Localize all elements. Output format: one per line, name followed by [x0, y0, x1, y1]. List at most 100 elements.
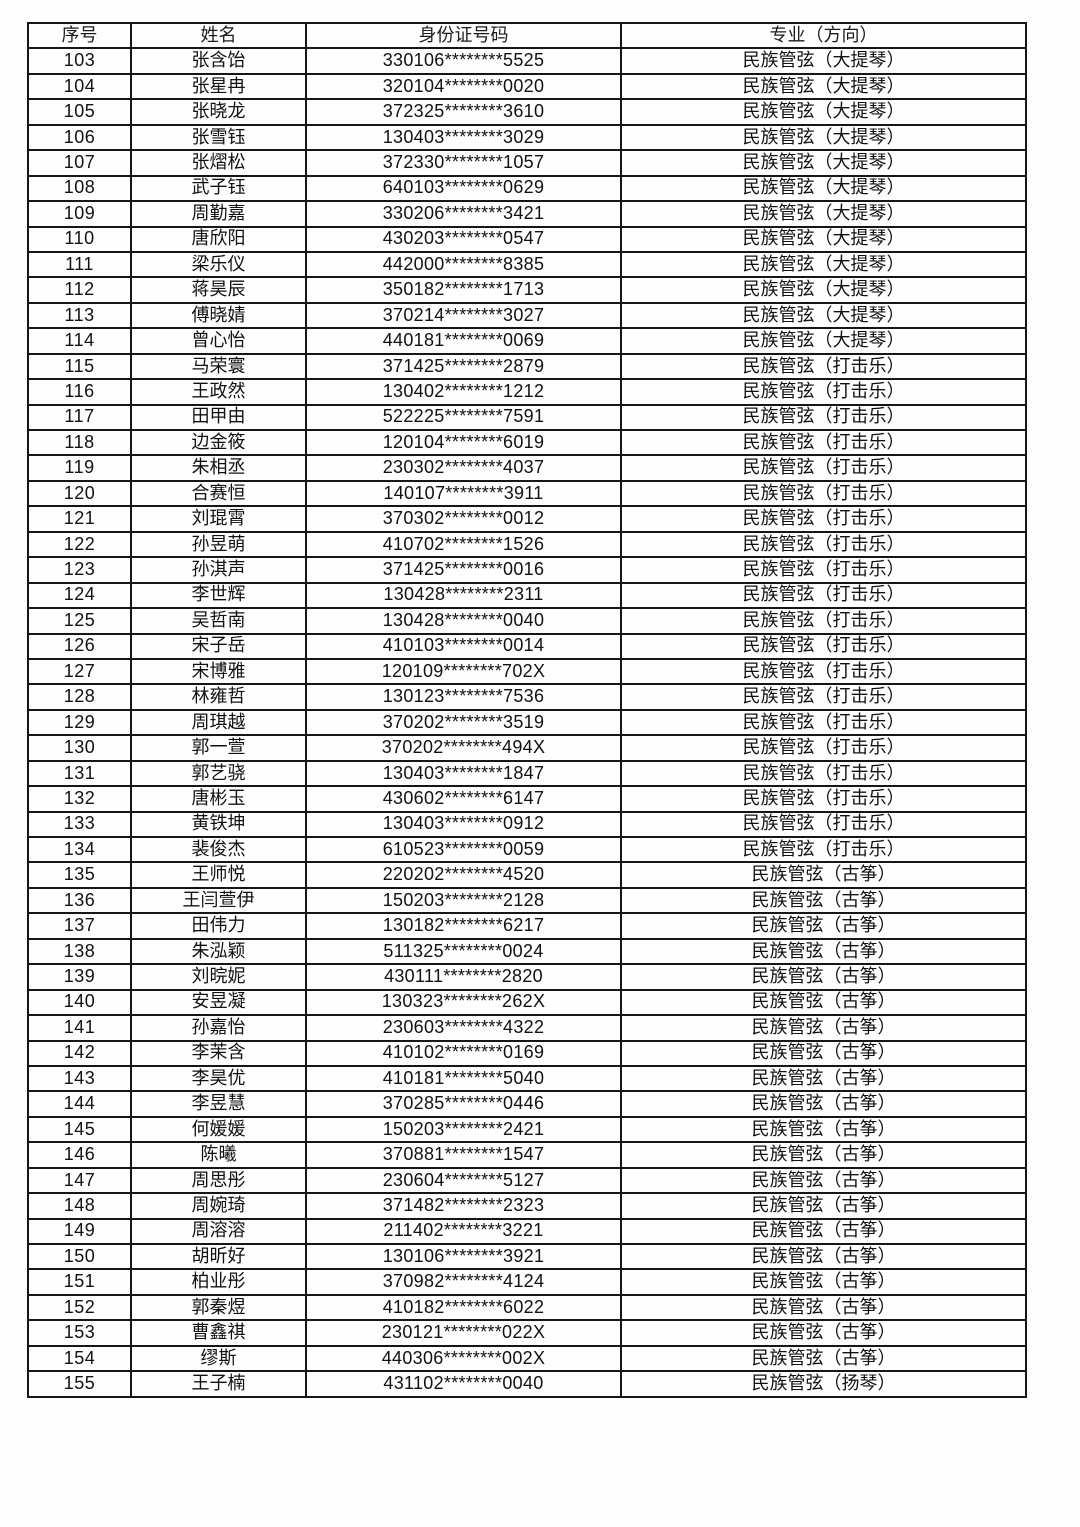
cell-serial-number: 131: [27, 759, 132, 788]
cell-name: 张星冉: [130, 72, 307, 101]
cell-name: 田甲由: [130, 403, 307, 432]
table-row: 146 陈曦 370881********1547 民族管弦（古筝）: [27, 1141, 1027, 1169]
cell-major: 民族管弦（古筝）: [620, 988, 1027, 1017]
cell-major: 民族管弦（古筝）: [620, 963, 1027, 991]
cell-major: 民族管弦（大提琴）: [620, 200, 1027, 228]
cell-name: 孙淇声: [130, 556, 307, 584]
cell-major: 民族管弦（大提琴）: [620, 174, 1027, 203]
cell-serial-number: 154: [27, 1344, 132, 1373]
table-row: 144 李昱慧 370285********0446 民族管弦（古筝）: [27, 1090, 1027, 1118]
cell-name: 边金筱: [130, 428, 307, 457]
cell-serial-number: 125: [27, 607, 132, 635]
cell-serial-number: 124: [27, 581, 132, 610]
cell-id-number: 320104********0020: [305, 72, 622, 101]
table-row: 128 林雍哲 130123********7536 民族管弦（打击乐）: [27, 683, 1027, 711]
cell-major: 民族管弦（打击乐）: [620, 607, 1027, 635]
cell-major: 民族管弦（古筝）: [620, 1064, 1027, 1093]
cell-major: 民族管弦（古筝）: [620, 1268, 1027, 1296]
cell-major: 民族管弦（打击乐）: [620, 657, 1027, 686]
cell-id-number: 370982********4124: [305, 1268, 622, 1296]
cell-serial-number: 116: [27, 378, 132, 406]
table-row: 127 宋博雅 120109********702X 民族管弦（打击乐）: [27, 657, 1027, 686]
cell-serial-number: 142: [27, 1039, 132, 1067]
cell-id-number: 370202********494X: [305, 734, 622, 762]
cell-id-number: 410102********0169: [305, 1039, 622, 1067]
cell-serial-number: 152: [27, 1293, 132, 1322]
cell-name: 唐欣阳: [130, 225, 307, 253]
table-row: 106 张雪钰 130403********3029 民族管弦（大提琴）: [27, 123, 1027, 152]
cell-serial-number: 132: [27, 785, 132, 813]
cell-id-number: 220202********4520: [305, 861, 622, 889]
cell-id-number: 350182********1713: [305, 276, 622, 304]
table-row: 108 武子钰 640103********0629 民族管弦（大提琴）: [27, 174, 1027, 203]
cell-name: 王子楠: [130, 1370, 307, 1398]
cell-serial-number: 114: [27, 327, 132, 355]
cell-serial-number: 134: [27, 835, 132, 864]
cell-name: 唐彬玉: [130, 785, 307, 813]
cell-name: 李茉含: [130, 1039, 307, 1067]
cell-name: 陈曦: [130, 1141, 307, 1169]
cell-major: 民族管弦（打击乐）: [620, 378, 1027, 406]
cell-major: 民族管弦（打击乐）: [620, 556, 1027, 584]
cell-id-number: 370202********3519: [305, 708, 622, 737]
table-row: 152 郭秦煜 410182********6022 民族管弦（古筝）: [27, 1293, 1027, 1322]
cell-name: 张含饴: [130, 47, 307, 75]
table-row: 133 黄铁坤 130403********0912 民族管弦（打击乐）: [27, 810, 1027, 839]
cell-id-number: 410181********5040: [305, 1064, 622, 1093]
cell-id-number: 430111********2820: [305, 963, 622, 991]
cell-name: 田伟力: [130, 912, 307, 940]
header-major: 专业（方向）: [620, 21, 1027, 50]
cell-major: 民族管弦（古筝）: [620, 1217, 1027, 1246]
table-row: 143 李昊优 410181********5040 民族管弦（古筝）: [27, 1064, 1027, 1093]
cell-major: 民族管弦（打击乐）: [620, 530, 1027, 559]
cell-name: 周思彤: [130, 1166, 307, 1195]
cell-serial-number: 113: [27, 301, 132, 330]
cell-serial-number: 106: [27, 123, 132, 152]
table-row: 114 曾心怡 440181********0069 民族管弦（大提琴）: [27, 327, 1027, 355]
cell-major: 民族管弦（打击乐）: [620, 759, 1027, 788]
cell-serial-number: 135: [27, 861, 132, 889]
table-row: 126 宋子岳 410103********0014 民族管弦（打击乐）: [27, 632, 1027, 660]
cell-major: 民族管弦（大提琴）: [620, 225, 1027, 253]
header-name: 姓名: [130, 21, 307, 50]
cell-major: 民族管弦（大提琴）: [620, 327, 1027, 355]
table-row: 110 唐欣阳 430203********0547 民族管弦（大提琴）: [27, 225, 1027, 253]
cell-major: 民族管弦（打击乐）: [620, 403, 1027, 432]
table-row: 134 裴俊杰 610523********0059 民族管弦（打击乐）: [27, 835, 1027, 864]
table-row: 142 李茉含 410102********0169 民族管弦（古筝）: [27, 1039, 1027, 1067]
table-row: 137 田伟力 130182********6217 民族管弦（古筝）: [27, 912, 1027, 940]
table-row: 141 孙嘉怡 230603********4322 民族管弦（古筝）: [27, 1014, 1027, 1042]
cell-name: 王师悦: [130, 861, 307, 889]
table-row: 153 曹鑫祺 230121********022X 民族管弦（古筝）: [27, 1319, 1027, 1347]
cell-serial-number: 112: [27, 276, 132, 304]
cell-id-number: 211402********3221: [305, 1217, 622, 1246]
cell-id-number: 330206********3421: [305, 200, 622, 228]
table-row: 154 缪斯 440306********002X 民族管弦（古筝）: [27, 1344, 1027, 1373]
cell-id-number: 371425********2879: [305, 352, 622, 381]
cell-name: 郭秦煜: [130, 1293, 307, 1322]
cell-id-number: 431102********0040: [305, 1370, 622, 1398]
cell-id-number: 370881********1547: [305, 1141, 622, 1169]
cell-id-number: 372325********3610: [305, 98, 622, 126]
cell-major: 民族管弦（大提琴）: [620, 72, 1027, 101]
cell-major: 民族管弦（打击乐）: [620, 785, 1027, 813]
cell-major: 民族管弦（古筝）: [620, 1141, 1027, 1169]
cell-serial-number: 127: [27, 657, 132, 686]
cell-name: 郭一萱: [130, 734, 307, 762]
cell-name: 朱泓颖: [130, 937, 307, 966]
cell-major: 民族管弦（打击乐）: [620, 734, 1027, 762]
cell-id-number: 130123********7536: [305, 683, 622, 711]
cell-serial-number: 123: [27, 556, 132, 584]
cell-serial-number: 121: [27, 505, 132, 533]
table-header-row: 序号 姓名 身份证号码 专业（方向）: [27, 21, 1027, 50]
table-row: 119 朱相丞 230302********4037 民族管弦（打击乐）: [27, 454, 1027, 482]
cell-serial-number: 151: [27, 1268, 132, 1296]
cell-name: 裴俊杰: [130, 835, 307, 864]
cell-name: 合赛恒: [130, 479, 307, 508]
cell-name: 安昱凝: [130, 988, 307, 1017]
cell-major: 民族管弦（打击乐）: [620, 505, 1027, 533]
cell-name: 黄铁坤: [130, 810, 307, 839]
cell-name: 张雪钰: [130, 123, 307, 152]
table-row: 109 周勤嘉 330206********3421 民族管弦（大提琴）: [27, 200, 1027, 228]
cell-id-number: 120104********6019: [305, 428, 622, 457]
